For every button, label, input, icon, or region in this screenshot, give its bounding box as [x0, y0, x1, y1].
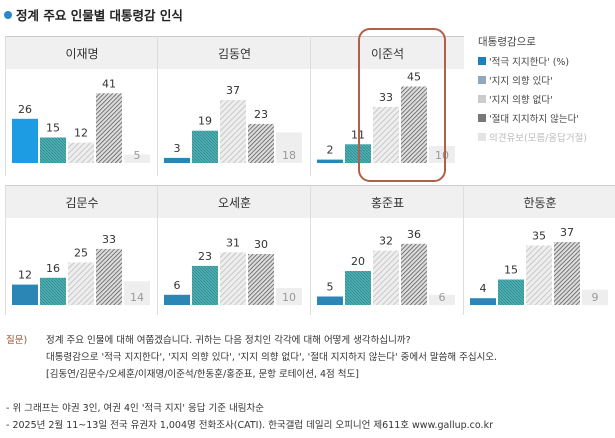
data-label: 37 [226, 84, 240, 97]
bar-3 [373, 106, 399, 163]
data-label: 30 [254, 238, 268, 251]
data-label: 41 [102, 77, 116, 90]
data-label: 15 [46, 122, 60, 135]
bar-4 [554, 242, 580, 305]
panel-이준석: 이준석 2 11 33 45 10 [310, 36, 464, 176]
panel-홍준표: 홍준표 5 20 32 36 6 [310, 185, 464, 315]
panel-이재명: 이재명 26 15 12 41 5 [5, 36, 158, 176]
data-label: 16 [46, 262, 60, 275]
data-label: 36 [407, 228, 421, 241]
bar-4 [401, 86, 427, 163]
bar-5 [582, 289, 608, 305]
legend-heading: 대통령감으로 [478, 36, 536, 48]
data-label: 18 [282, 149, 296, 162]
panel-김동연: 김동연 3 19 37 23 18 [157, 36, 311, 176]
legend-item-never: '절대 지지하지 않는다' [478, 108, 587, 127]
data-label: 23 [254, 108, 268, 121]
data-label: 5 [134, 149, 141, 162]
panel-오세훈: 오세훈 6 23 31 30 10 [157, 185, 311, 315]
data-label: 12 [18, 269, 32, 282]
panel-title: 홍준표 [311, 185, 464, 218]
chart-title: 정계 주요 인물별 대통령감 인식 [4, 5, 183, 24]
legend: 대통령감으로 '적극 지지한다' (%) '지지 의향 있다' '지지 의향 없… [478, 32, 587, 146]
data-label: 26 [18, 103, 32, 116]
legend-item-dk: 의견유보(모름/응답거절) [478, 127, 587, 146]
bullet-icon [4, 10, 12, 19]
bar-3 [373, 250, 399, 305]
panel-title: 김동연 [158, 36, 311, 69]
data-label: 15 [504, 264, 518, 277]
bar-4 [248, 123, 274, 163]
legend-item-some: '지지 의향 있다' [478, 70, 587, 89]
bar-2 [498, 279, 524, 305]
bar-1 [12, 118, 38, 163]
data-label: 23 [198, 250, 212, 263]
data-label: 14 [130, 291, 144, 304]
data-label: 25 [74, 247, 88, 260]
footnote: - 위 그래프는 야권 3인, 여권 4인 '적극 지지' 응답 기준 내림차순 [6, 403, 264, 414]
bar-1 [12, 284, 38, 305]
data-label: 2 [327, 144, 334, 157]
data-label: 6 [439, 291, 446, 304]
question-line: 대통령감으로 '적극 지지한다', '지지 의향 있다', '지지 의향 없다'… [46, 352, 498, 363]
bar-1 [470, 298, 496, 305]
data-label: 10 [282, 291, 296, 304]
panel-title: 오세훈 [158, 185, 311, 218]
data-label: 33 [379, 91, 393, 104]
data-label: 31 [226, 236, 240, 249]
data-label: 3 [174, 142, 181, 155]
legend-item-no: '지지 의향 없다' [478, 89, 587, 108]
data-label: 32 [379, 235, 393, 248]
bar-4 [96, 248, 122, 305]
footnote: - 2025년 2월 11~13일 전국 유권자 1,004명 전화조사(CAT… [6, 420, 493, 431]
bar-5 [124, 281, 150, 305]
data-label: 6 [174, 279, 181, 292]
highlight-outline [358, 28, 446, 182]
panel-한동훈: 한동훈 4 15 35 37 9 [463, 185, 615, 315]
question-line: 정계 주요 인물에 대해 여쭙겠습니다. 귀하는 다음 정치인 각각에 대해 어… [46, 335, 411, 346]
bar-1 [317, 296, 343, 305]
bar-2 [40, 137, 66, 163]
panel-title: 이준석 [311, 36, 464, 69]
data-label: 45 [407, 71, 421, 84]
bar-4 [401, 243, 427, 305]
data-label: 19 [198, 115, 212, 128]
data-label: 5 [327, 281, 334, 294]
question-line: [김동연/김문수/오세훈/이재명/이준석/한동훈/홍준표, 문항 로테이션, 4… [46, 369, 359, 380]
bar-5 [124, 154, 150, 163]
title-text: 정계 주요 인물별 대통령감 인식 [16, 8, 183, 23]
bar-2 [192, 265, 218, 305]
bar-1 [164, 157, 190, 163]
data-label: 12 [74, 127, 88, 140]
legend-item-strong: '적극 지지한다' (%) [478, 51, 587, 70]
data-label: 9 [592, 291, 599, 304]
data-label: 4 [480, 282, 487, 295]
data-label: 35 [532, 230, 546, 243]
bar-4 [96, 93, 122, 163]
bar-3 [68, 262, 94, 305]
bar-1 [317, 159, 343, 163]
bar-3 [68, 142, 94, 163]
panel-title: 김문수 [6, 185, 158, 218]
bar-5 [276, 288, 302, 305]
panel-김문수: 김문수 12 16 25 33 14 [5, 185, 158, 315]
question-label: 질문) [6, 335, 28, 346]
data-label: 37 [560, 226, 574, 239]
bar-3 [220, 100, 246, 163]
bar-3 [220, 252, 246, 305]
data-label: 20 [351, 255, 365, 268]
panel-title: 이재명 [6, 36, 158, 69]
data-label: 33 [102, 233, 116, 246]
bar-5 [429, 294, 455, 305]
bar-2 [40, 277, 66, 305]
bar-5 [276, 132, 302, 163]
bar-4 [248, 254, 274, 305]
panel-title: 한동훈 [464, 185, 615, 218]
notes: 질문) 정계 주요 인물에 대해 여쭙겠습니다. 귀하는 다음 정치인 각각에 대… [6, 332, 497, 434]
bar-1 [164, 294, 190, 305]
bar-5 [429, 146, 455, 163]
bar-3 [526, 245, 552, 305]
bar-2 [345, 271, 371, 305]
bar-2 [192, 130, 218, 163]
